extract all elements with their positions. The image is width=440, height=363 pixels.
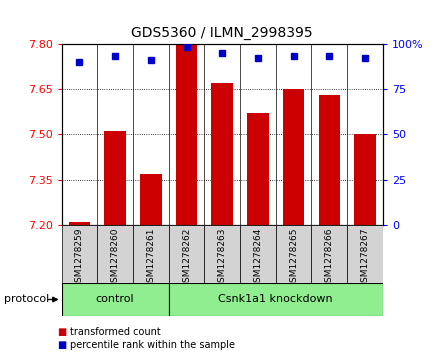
Text: ■: ■: [57, 340, 66, 350]
Text: GSM1278263: GSM1278263: [218, 228, 227, 289]
Text: transformed count: transformed count: [70, 327, 161, 337]
Text: GSM1278265: GSM1278265: [289, 228, 298, 289]
Text: GSM1278264: GSM1278264: [253, 228, 262, 288]
Bar: [247, 113, 268, 225]
Bar: [104, 131, 126, 225]
Bar: [176, 44, 197, 225]
Text: protocol: protocol: [4, 294, 50, 305]
Text: ■: ■: [57, 327, 66, 337]
Text: GSM1278260: GSM1278260: [110, 228, 120, 289]
Text: GSM1278262: GSM1278262: [182, 228, 191, 288]
Bar: [319, 95, 340, 225]
Bar: [62, 225, 97, 283]
Bar: [204, 225, 240, 283]
Bar: [347, 225, 383, 283]
Bar: [97, 225, 133, 283]
Text: percentile rank within the sample: percentile rank within the sample: [70, 340, 235, 350]
Bar: [212, 83, 233, 225]
Bar: [312, 225, 347, 283]
Text: GSM1278267: GSM1278267: [360, 228, 370, 289]
Text: control: control: [96, 294, 135, 305]
Bar: [276, 225, 312, 283]
Bar: [240, 225, 276, 283]
Text: Csnk1a1 knockdown: Csnk1a1 knockdown: [218, 294, 333, 305]
Bar: [283, 89, 304, 225]
Bar: [140, 174, 161, 225]
Text: GSM1278259: GSM1278259: [75, 228, 84, 289]
Bar: [169, 225, 204, 283]
Text: GSM1278266: GSM1278266: [325, 228, 334, 289]
Bar: [169, 283, 383, 316]
Bar: [133, 225, 169, 283]
Bar: [62, 283, 169, 316]
Bar: [69, 222, 90, 225]
Title: GDS5360 / ILMN_2998395: GDS5360 / ILMN_2998395: [132, 26, 313, 40]
Bar: [354, 134, 376, 225]
Text: GSM1278261: GSM1278261: [147, 228, 155, 289]
